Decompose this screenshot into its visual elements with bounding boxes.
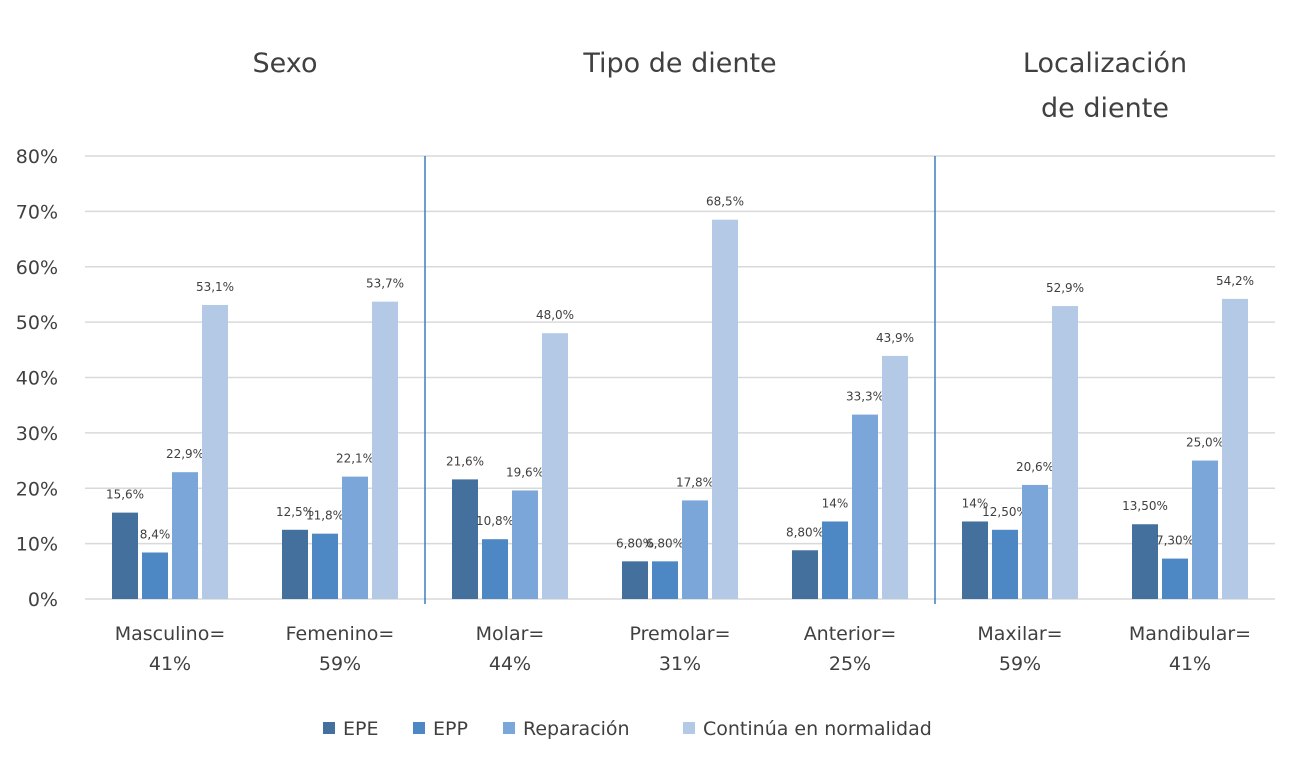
legend-label: EPE xyxy=(343,718,378,740)
y-tick-label: 40% xyxy=(16,368,58,390)
legend-swatch xyxy=(323,722,335,734)
bar-reparación xyxy=(172,472,198,599)
data-label: 52,9% xyxy=(1046,281,1084,295)
category-label: 59% xyxy=(319,653,361,675)
data-label: 12,5% xyxy=(276,505,314,519)
data-label: 48,0% xyxy=(536,308,574,322)
data-label: 8,4% xyxy=(140,527,171,541)
legend-label: Continúa en normalidad xyxy=(703,718,932,740)
category-label: 25% xyxy=(829,653,871,675)
bar-reparación xyxy=(1022,484,1048,599)
group-title: de diente xyxy=(1041,93,1169,124)
data-label: 11,8% xyxy=(306,509,344,523)
data-label: 13,50% xyxy=(1122,499,1168,513)
y-tick-label: 60% xyxy=(16,257,58,279)
y-tick-label: 30% xyxy=(16,423,58,445)
category-label: 41% xyxy=(1169,653,1211,675)
group-title: Localización xyxy=(1023,48,1187,79)
bar-epp xyxy=(822,521,848,599)
data-label: 19,6% xyxy=(506,465,544,479)
bar-epp xyxy=(312,533,338,599)
bar-reparación xyxy=(342,476,368,599)
bar-reparación xyxy=(1192,460,1218,599)
y-tick-label: 10% xyxy=(16,534,58,556)
category-label: Molar= xyxy=(476,623,545,645)
bar-continúa-en-normalidad xyxy=(542,333,568,599)
data-label: 12,50% xyxy=(982,505,1028,519)
category-label: 31% xyxy=(659,653,701,675)
bar-reparación xyxy=(682,500,708,599)
bar-epe xyxy=(962,521,988,599)
category-label: Femenino= xyxy=(286,623,395,645)
y-tick-label: 50% xyxy=(16,312,58,334)
data-label: 22,1% xyxy=(336,452,374,466)
data-label: 6,80% xyxy=(616,536,654,550)
y-tick-label: 80% xyxy=(16,146,58,168)
bar-continúa-en-normalidad xyxy=(202,304,228,599)
data-label: 22,9% xyxy=(166,447,204,461)
data-label: 54,2% xyxy=(1216,274,1254,288)
bar-reparación xyxy=(512,490,538,599)
legend-swatch xyxy=(413,722,425,734)
bar-continúa-en-normalidad xyxy=(882,355,908,599)
bar-epe xyxy=(622,561,648,599)
bar-epp xyxy=(652,561,678,599)
bar-epe xyxy=(282,529,308,599)
category-label: Maxilar= xyxy=(977,623,1062,645)
data-label: 68,5% xyxy=(706,195,744,209)
group-title: Tipo de diente xyxy=(582,48,776,79)
data-label: 53,1% xyxy=(196,280,234,294)
category-label: Mandibular= xyxy=(1129,623,1251,645)
legend-swatch xyxy=(503,722,515,734)
category-label: Masculino= xyxy=(115,623,226,645)
data-label: 15,6% xyxy=(106,488,144,502)
y-tick-label: 0% xyxy=(28,589,58,611)
data-label: 33,3% xyxy=(846,390,884,404)
y-tick-label: 70% xyxy=(16,201,58,223)
bar-continúa-en-normalidad xyxy=(1222,298,1248,599)
bar-epe xyxy=(1132,524,1158,599)
data-label: 8,80% xyxy=(786,525,824,539)
category-label: 59% xyxy=(999,653,1041,675)
legend-label: EPP xyxy=(433,718,468,740)
bar-continúa-en-normalidad xyxy=(712,219,738,599)
bar-epe xyxy=(452,479,478,599)
category-label: 41% xyxy=(149,653,191,675)
category-label: Anterior= xyxy=(804,623,897,645)
bar-continúa-en-normalidad xyxy=(1052,306,1078,599)
bar-epp xyxy=(992,529,1018,599)
data-label: 10,8% xyxy=(476,514,514,528)
bar-epp xyxy=(482,539,508,599)
data-label: 14% xyxy=(962,496,989,510)
bar-continúa-en-normalidad xyxy=(372,301,398,599)
data-label: 14% xyxy=(822,496,849,510)
bar-epe xyxy=(112,512,138,599)
data-label: 21,6% xyxy=(446,454,484,468)
data-label: 17,8% xyxy=(676,475,714,489)
category-label: 44% xyxy=(489,653,531,675)
data-label: 25,0% xyxy=(1186,436,1224,450)
data-label: 7,30% xyxy=(1156,534,1194,548)
data-label: 53,7% xyxy=(366,277,404,291)
category-label: Premolar= xyxy=(630,623,731,645)
legend-swatch xyxy=(683,722,695,734)
legend-label: Reparación xyxy=(523,718,630,740)
y-tick-label: 20% xyxy=(16,478,58,500)
bar-epp xyxy=(142,552,168,599)
bar-epp xyxy=(1162,558,1188,599)
data-label: 43,9% xyxy=(876,331,914,345)
bar-reparación xyxy=(852,414,878,599)
data-label: 20,6% xyxy=(1016,460,1054,474)
data-label: 6,80% xyxy=(646,536,684,550)
group-title: Sexo xyxy=(253,48,318,79)
bar-epe xyxy=(792,550,818,599)
